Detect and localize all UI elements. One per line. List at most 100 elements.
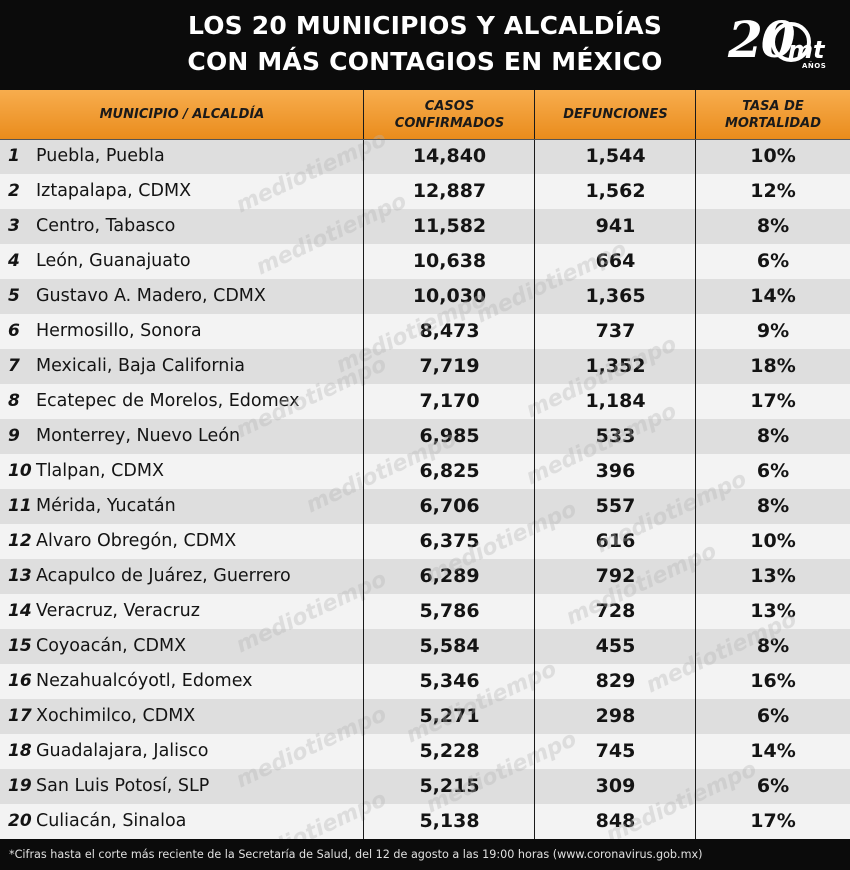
logo-number: 20 [728, 10, 796, 69]
row-defunciones: 1,352 [585, 355, 646, 377]
table-row: 15 Coyoacán, CDMX 5,584 455 8% [0, 629, 850, 664]
row-casos: 6,706 [419, 495, 480, 517]
header-casos-line1: CASOS [424, 98, 475, 114]
footer-bar: *Cifras hasta el corte más reciente de l… [0, 839, 850, 870]
row-defunciones: 557 [595, 495, 636, 517]
row-rank: 20 [8, 811, 32, 831]
row-casos: 11,582 [412, 215, 487, 237]
row-defunciones: 396 [595, 460, 636, 482]
logo-ring-icon [771, 22, 811, 62]
row-name: Alvaro Obregón, CDMX [36, 531, 237, 551]
row-defunciones: 1,544 [585, 145, 646, 167]
row-rank: 4 [8, 251, 20, 271]
row-name: Iztapalapa, CDMX [36, 181, 192, 201]
row-name: Mérida, Yucatán [36, 496, 176, 516]
row-tasa: 18% [750, 355, 796, 377]
row-casos: 5,215 [419, 775, 480, 797]
row-name: Acapulco de Juárez, Guerrero [36, 566, 291, 586]
table-row: 12 Alvaro Obregón, CDMX 6,375 616 10% [0, 524, 850, 559]
row-name: Culiacán, Sinaloa [36, 811, 187, 831]
table-row: 5 Gustavo A. Madero, CDMX 10,030 1,365 14% [0, 279, 850, 314]
footnote: *Cifras hasta el corte más reciente de l… [9, 848, 703, 861]
row-defunciones: 737 [595, 320, 636, 342]
row-defunciones: 1,184 [585, 390, 646, 412]
row-casos: 6,375 [419, 530, 480, 552]
table-row: 3 Centro, Tabasco 11,582 941 8% [0, 209, 850, 244]
row-tasa: 10% [750, 145, 796, 167]
row-casos: 5,271 [419, 705, 480, 727]
row-tasa: 8% [756, 495, 790, 517]
row-rank: 15 [8, 636, 32, 656]
row-rank: 14 [8, 601, 32, 621]
row-name: Veracruz, Veracruz [36, 601, 200, 621]
row-rank: 3 [8, 216, 20, 236]
header-divider [0, 139, 850, 140]
row-name: Mexicali, Baja California [36, 356, 245, 376]
row-casos: 5,584 [419, 635, 480, 657]
row-casos: 6,825 [419, 460, 480, 482]
table-row: 10 Tlalpan, CDMX 6,825 396 6% [0, 454, 850, 489]
row-rank: 8 [8, 391, 20, 411]
table-row: 4 León, Guanajuato 10,638 664 6% [0, 244, 850, 279]
row-rank: 1 [8, 146, 20, 166]
row-tasa: 17% [750, 810, 796, 832]
row-tasa: 6% [756, 775, 790, 797]
table-row: 14 Veracruz, Veracruz 5,786 728 13% [0, 594, 850, 629]
table-header: MUNICIPIO / ALCALDÍA CASOS CONFIRMADOS D… [0, 90, 850, 139]
row-defunciones: 298 [595, 705, 636, 727]
row-rank: 12 [8, 531, 32, 551]
brand-logo: 20 mt AÑOS [728, 10, 828, 74]
row-casos: 5,786 [419, 600, 480, 622]
table-row: 9 Monterrey, Nuevo León 6,985 533 8% [0, 419, 850, 454]
row-rank: 5 [8, 286, 20, 306]
row-tasa: 8% [756, 215, 790, 237]
row-tasa: 14% [750, 285, 796, 307]
row-name: Xochimilco, CDMX [36, 706, 196, 726]
row-rank: 18 [8, 741, 32, 761]
table-row: 7 Mexicali, Baja California 7,719 1,352 18% [0, 349, 850, 384]
row-defunciones: 848 [595, 810, 636, 832]
row-defunciones: 941 [595, 215, 636, 237]
row-rank: 10 [8, 461, 32, 481]
row-defunciones: 309 [595, 775, 636, 797]
table-row: 20 Culiacán, Sinaloa 5,138 848 17% [0, 804, 850, 839]
row-rank: 9 [8, 426, 20, 446]
row-rank: 11 [8, 496, 32, 516]
row-defunciones: 533 [595, 425, 636, 447]
table-row: 6 Hermosillo, Sonora 8,473 737 9% [0, 314, 850, 349]
row-rank: 16 [8, 671, 32, 691]
row-tasa: 13% [750, 565, 796, 587]
row-tasa: 6% [756, 250, 790, 272]
logo-brand: mt [788, 36, 825, 64]
row-casos: 7,719 [419, 355, 480, 377]
header-defunciones-line1: DEFUNCIONES [563, 107, 668, 122]
row-name: Monterrey, Nuevo León [36, 426, 241, 446]
row-defunciones: 664 [595, 250, 636, 272]
row-tasa: 12% [750, 180, 796, 202]
row-rank: 6 [8, 321, 20, 341]
row-defunciones: 616 [595, 530, 636, 552]
table-row: 2 Iztapalapa, CDMX 12,887 1,562 12% [0, 174, 850, 209]
header-casos-line2: CONFIRMADOS [394, 115, 505, 131]
header-tasa: TASA DE MORTALIDAD [696, 90, 850, 139]
header-defunciones: DEFUNCIONES [535, 90, 696, 139]
column-divider [534, 90, 535, 839]
header-municipio: MUNICIPIO / ALCALDÍA [0, 90, 364, 139]
table-row: 11 Mérida, Yucatán 6,706 557 8% [0, 489, 850, 524]
row-rank: 7 [8, 356, 20, 376]
row-tasa: 6% [756, 460, 790, 482]
row-name: Ecatepec de Morelos, Edomex [36, 391, 300, 411]
header-casos: CASOS CONFIRMADOS [364, 90, 535, 139]
row-casos: 5,138 [419, 810, 480, 832]
page-title: LOS 20 MUNICIPIOS Y ALCALDÍAS CON MÁS CO… [0, 8, 850, 80]
row-rank: 19 [8, 776, 32, 796]
row-casos: 6,985 [419, 425, 480, 447]
column-divider [363, 90, 364, 839]
row-casos: 10,030 [412, 285, 487, 307]
row-tasa: 10% [750, 530, 796, 552]
row-casos: 14,840 [412, 145, 487, 167]
row-name: León, Guanajuato [36, 251, 191, 271]
row-name: Tlalpan, CDMX [36, 461, 164, 481]
row-casos: 12,887 [412, 180, 487, 202]
row-tasa: 9% [756, 320, 790, 342]
